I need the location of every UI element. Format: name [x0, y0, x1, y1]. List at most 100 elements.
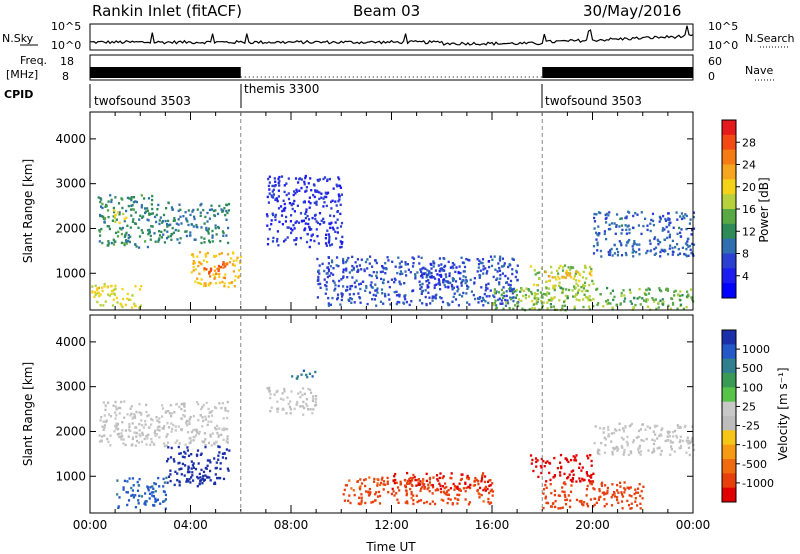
cell-1253 — [455, 266, 458, 269]
cell-1373 — [574, 295, 577, 298]
cell-1552 — [633, 240, 636, 243]
cell-641 — [293, 210, 296, 213]
cell-1547 — [661, 229, 664, 232]
cell-1647 — [502, 296, 505, 299]
cell-1722 — [671, 297, 674, 301]
cell-363 — [184, 452, 187, 455]
power-colorbar-label-4: 12 — [742, 225, 756, 238]
cell-1083 — [498, 297, 501, 300]
cell-1745 — [689, 288, 693, 291]
cell-790 — [407, 268, 410, 271]
cell-1059 — [620, 500, 624, 503]
cell-658 — [272, 196, 275, 199]
cell-509 — [311, 399, 314, 402]
cell-1191 — [493, 255, 496, 258]
cell-458 — [126, 292, 129, 296]
cell-433 — [116, 479, 119, 482]
cell-1743 — [620, 292, 623, 295]
cell-267 — [208, 208, 212, 212]
cell-1523 — [595, 231, 598, 234]
cell-1774 — [581, 290, 584, 293]
cell-1534 — [667, 217, 670, 220]
cell-183 — [157, 238, 160, 242]
cell-1477 — [662, 214, 665, 218]
cell-148 — [119, 406, 122, 410]
cell-753 — [466, 301, 469, 304]
cell-224 — [162, 233, 165, 236]
cell-775 — [331, 296, 334, 300]
cell-1729 — [492, 303, 496, 306]
cell-15 — [132, 196, 136, 199]
cell-278 — [185, 422, 188, 426]
cell-981 — [542, 488, 546, 491]
cell-802 — [460, 473, 463, 476]
cell-48 — [227, 410, 230, 413]
cell-1280 — [444, 285, 447, 289]
cell-84 — [194, 428, 197, 431]
cell-388 — [232, 270, 235, 273]
cell-431 — [106, 286, 109, 289]
cell-1664 — [672, 303, 675, 306]
cell-559 — [306, 375, 309, 379]
cell-440 — [122, 486, 125, 489]
velocity-colorbar-swatch-9 — [722, 459, 736, 474]
cell-1351 — [561, 269, 565, 272]
cell-1367 — [582, 298, 585, 301]
cell-1138 — [318, 272, 321, 275]
cell-1442 — [688, 222, 691, 225]
cell-608 — [339, 225, 343, 228]
cell-1719 — [512, 290, 515, 294]
cell-972 — [629, 507, 632, 510]
cell-1516 — [679, 215, 682, 218]
cell-1088 — [625, 440, 628, 444]
cell-1845 — [558, 299, 561, 302]
cell-1509 — [689, 248, 692, 251]
cell-699 — [335, 183, 338, 186]
cell-1369 — [577, 289, 580, 292]
cell-909 — [592, 472, 595, 475]
cell-1749 — [645, 300, 648, 303]
cell-1565 — [638, 248, 641, 251]
cell-1618 — [605, 221, 608, 224]
cell-310 — [212, 273, 215, 276]
cell-137 — [113, 240, 116, 243]
cell-722 — [271, 213, 275, 217]
cell-1172 — [671, 441, 674, 444]
cell-930 — [585, 471, 588, 474]
cell-1180 — [340, 298, 343, 302]
cell-405 — [219, 266, 222, 269]
cell-17 — [119, 227, 122, 230]
velocity-colorbar-label-1: 500 — [742, 362, 763, 375]
cell-1167 — [613, 431, 616, 435]
cell-539 — [269, 409, 272, 413]
cell-662 — [285, 193, 288, 197]
cell-620 — [409, 487, 412, 491]
cell-1189 — [387, 293, 390, 296]
cell-190 — [165, 435, 168, 438]
cell-394 — [189, 481, 192, 484]
cell-88 — [104, 205, 107, 208]
cell-1600 — [659, 250, 662, 254]
cell-389 — [178, 484, 181, 487]
cell-926 — [570, 470, 573, 473]
cell-1318 — [582, 283, 585, 287]
cell-679 — [417, 499, 421, 503]
cell-1621 — [657, 243, 660, 246]
cell-474 — [97, 291, 100, 294]
nsearch-tick-top: 10^5 — [708, 20, 738, 33]
cell-408 — [167, 475, 171, 478]
cell-247 — [190, 430, 194, 434]
cell-1813 — [561, 304, 564, 308]
cell-513 — [290, 214, 293, 217]
cell-1360 — [538, 271, 541, 274]
cell-383 — [214, 482, 217, 486]
cell-640 — [268, 188, 271, 191]
cell-568 — [305, 210, 308, 214]
cell-365 — [194, 467, 198, 471]
cell-522 — [284, 238, 287, 241]
cell-1224 — [456, 285, 459, 288]
cell-601 — [339, 212, 342, 216]
cell-1026 — [403, 282, 406, 285]
cell-1597 — [671, 250, 674, 253]
cell-600 — [445, 485, 448, 489]
